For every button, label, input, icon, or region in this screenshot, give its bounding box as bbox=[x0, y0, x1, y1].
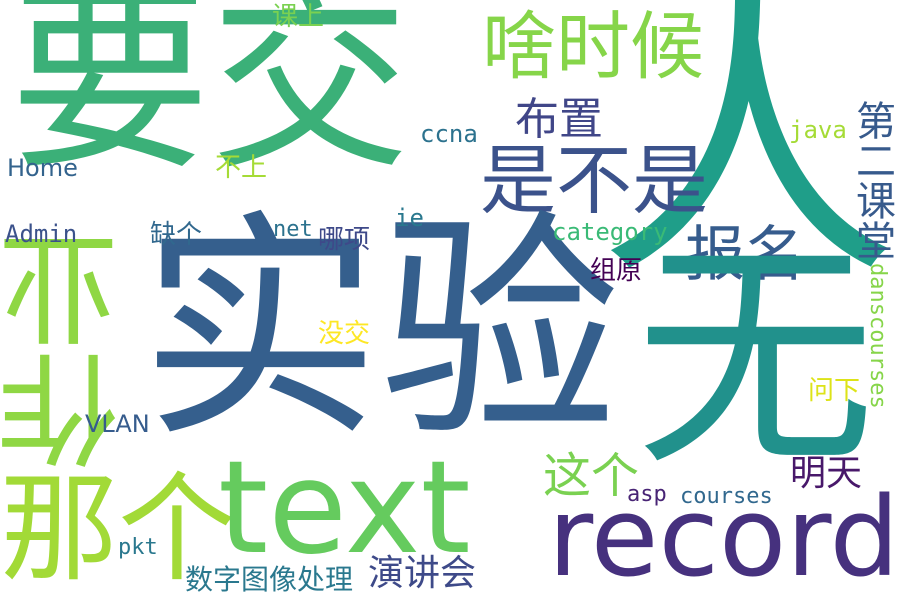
word-text: text bbox=[218, 434, 471, 583]
word-wu: 无 bbox=[595, 230, 875, 470]
word-wenxia: 问下 bbox=[808, 376, 861, 406]
word-di-er-ketang: 第二课堂 bbox=[849, 100, 895, 260]
word-naxiang: 哪项 bbox=[318, 225, 371, 255]
word-record: record bbox=[548, 473, 900, 601]
word-mingtian: 明天 bbox=[790, 453, 863, 494]
word-quege: 缺个 bbox=[150, 220, 203, 250]
word-admin: Admin bbox=[5, 220, 78, 248]
word-vlan: VLAN bbox=[85, 410, 150, 438]
word-yaojiao: 要交 bbox=[10, 0, 411, 198]
word-nage: 那个 bbox=[0, 460, 237, 598]
word-net: net bbox=[273, 217, 313, 242]
word-pkt: pkt bbox=[118, 535, 158, 560]
word-ie: ie bbox=[395, 204, 424, 232]
word-yanjianghui: 演讲会 bbox=[368, 553, 477, 594]
word-shiyan: 实验 bbox=[140, 190, 621, 470]
word-ren: 人 bbox=[598, 0, 898, 316]
word-category: category bbox=[552, 218, 668, 246]
word-shuzi-tuxiang: 数字图像处理 bbox=[185, 563, 354, 596]
word-ketang-shang: 课上 bbox=[272, 2, 325, 32]
word-bushang: 不上 bbox=[215, 153, 268, 183]
word-zhege: 这个 bbox=[543, 448, 640, 504]
word-java: java bbox=[789, 116, 847, 144]
word-baoming: 报名 bbox=[685, 220, 805, 290]
word-buzhi: 布置 bbox=[515, 94, 603, 145]
word-zuyuan: 组原 bbox=[590, 256, 643, 286]
word-shi-bu-shi: 是不是 bbox=[480, 136, 708, 225]
word-meijiao: 没交 bbox=[318, 319, 371, 349]
word-asp: asp bbox=[627, 482, 667, 507]
word-home: Home bbox=[7, 154, 78, 182]
word-courses: courses bbox=[680, 484, 773, 509]
word-danscourses: danscourses bbox=[865, 263, 890, 409]
word-ccna: ccna bbox=[420, 120, 478, 148]
word-shenme-shihou: 啥时候 bbox=[482, 4, 704, 90]
